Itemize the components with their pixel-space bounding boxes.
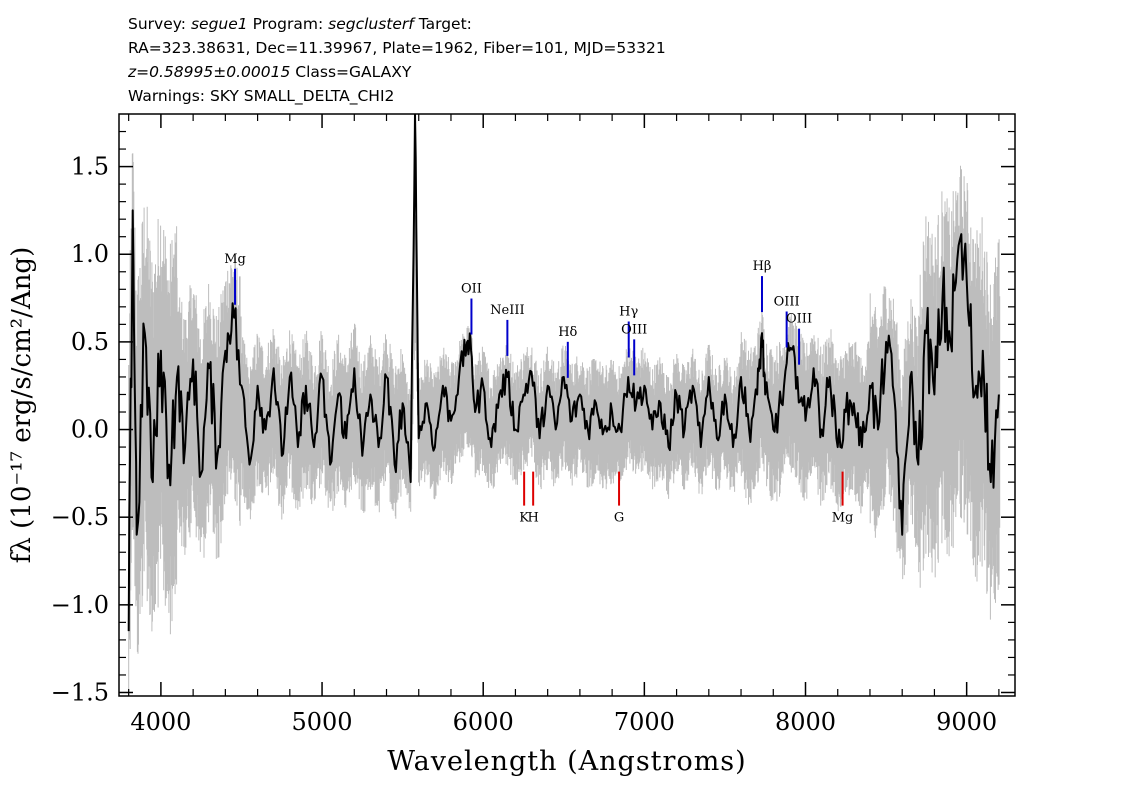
emission-label: Mg: [224, 252, 246, 267]
x-tick-label: 7000: [614, 708, 675, 736]
header-line-2: RA=323.38631, Dec=11.39967, Plate=1962, …: [128, 39, 666, 57]
flux-line: [127, 114, 1000, 632]
absorption-label: Mg: [832, 511, 854, 526]
line-marker-h: H: [527, 471, 539, 526]
line-marker-neiii: NeIII: [490, 303, 525, 356]
line-marker-oii: OII: [461, 282, 482, 335]
line-marker-k: K: [519, 471, 529, 526]
line-markers: Mg OII NeIII Hδ Hγ OIII Hβ OIII OIII KH G Mg: [224, 252, 853, 526]
plot-frame: [118, 113, 1016, 697]
x-tick-label: 6000: [453, 708, 514, 736]
flux-layer: [127, 114, 1000, 632]
program-value: segclusterf: [328, 15, 414, 33]
line-marker-hβ: Hβ: [753, 259, 772, 313]
line-marker-hγ: Hγ: [619, 304, 639, 358]
y-tick-label: −1.0: [51, 591, 109, 619]
y-tick-label: 0.5: [71, 328, 109, 356]
x-axis-label: Wavelength (Angstroms): [387, 746, 746, 777]
absorption-label: K: [519, 511, 529, 526]
program-label: Program:: [252, 15, 324, 33]
line-marker-mg: Mg: [224, 252, 246, 305]
emission-label: OII: [461, 282, 482, 297]
emission-label: OIII: [786, 312, 812, 327]
error-spectrum: [128, 153, 1001, 696]
y-tick-label: 1.5: [71, 153, 109, 181]
y-tick-label: −0.5: [51, 503, 109, 531]
survey-value: segue1: [190, 15, 248, 33]
redshift-value: z=0.58995±0.00015: [128, 63, 291, 81]
x-tick-label: 8000: [775, 708, 836, 736]
y-axis-label: fλ (10⁻¹⁷ erg/s/cm²/Ang): [7, 247, 37, 563]
header-line-1: Survey: segue1 Program: segclusterf Targ…: [128, 14, 472, 34]
x-tick-label: 5000: [292, 708, 353, 736]
emission-label: Hγ: [619, 304, 638, 319]
absorption-label: G: [614, 511, 624, 526]
y-tick-label: 1.0: [71, 240, 109, 268]
line-marker-oiii: OIII: [786, 312, 812, 365]
emission-label: OIII: [621, 322, 647, 337]
warnings-line: Warnings: SKY SMALL_DELTA_CHI2: [128, 87, 395, 105]
emission-label: Hδ: [558, 325, 577, 340]
class-value: Class=GALAXY: [295, 63, 412, 81]
absorption-label: H: [527, 511, 538, 526]
line-marker-oiii: OIII: [774, 295, 800, 348]
survey-label: Survey:: [128, 15, 187, 33]
line-marker-hδ: Hδ: [558, 325, 578, 378]
x-tick-label: 4000: [130, 708, 191, 736]
line-marker-g: G: [614, 471, 624, 526]
error-band: [128, 153, 1001, 696]
header-line-3: z=0.58995±0.00015 Class=GALAXY: [128, 62, 411, 82]
emission-label: OIII: [774, 295, 800, 310]
y-tick-label: 0.0: [71, 416, 109, 444]
target-label: Target:: [418, 15, 472, 33]
line-marker-mg: Mg: [832, 471, 854, 526]
x-tick-label: 9000: [936, 708, 997, 736]
y-tick-label: −1.5: [51, 678, 109, 706]
line-marker-oiii: OIII: [621, 322, 647, 376]
axes: 4000 5000 6000 7000 8000 9000 −1.5 −1.0 −0.5 0.0 0…: [51, 114, 1015, 736]
emission-label: NeIII: [490, 303, 524, 318]
emission-label: Hβ: [753, 259, 772, 274]
